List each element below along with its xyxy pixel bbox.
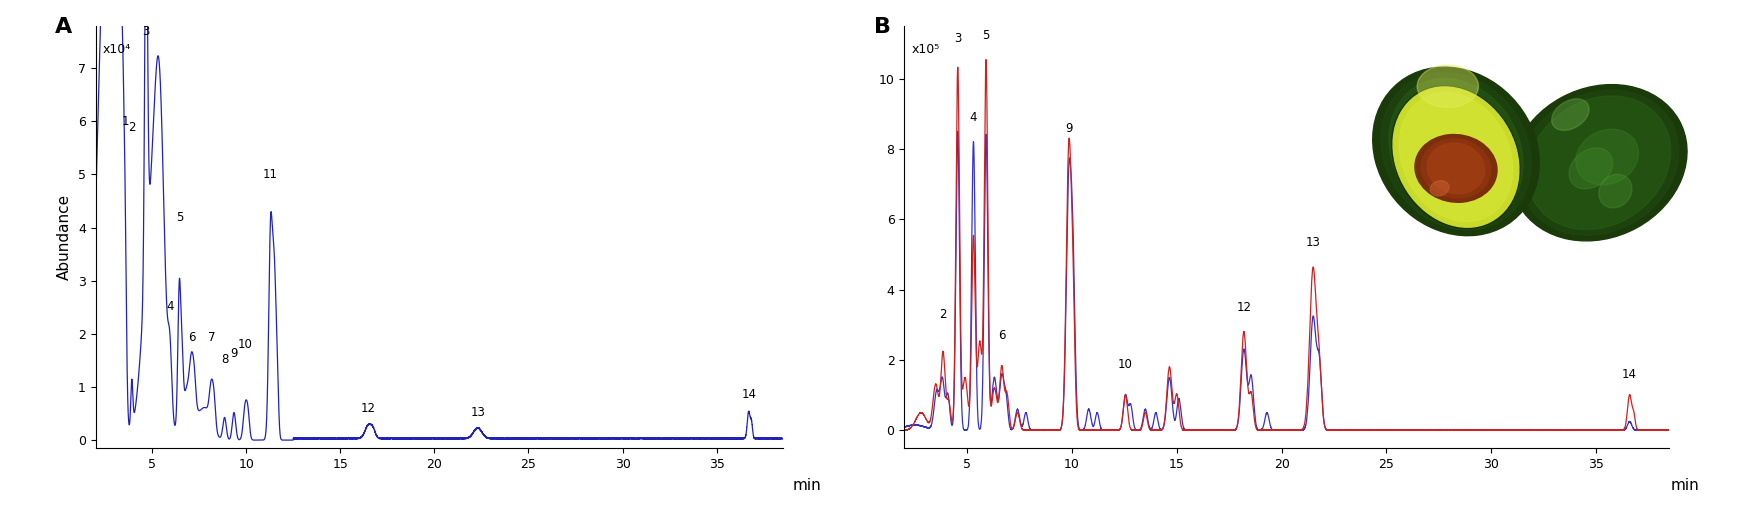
Text: 3: 3 bbox=[955, 32, 962, 45]
Text: 14: 14 bbox=[1622, 368, 1636, 381]
Text: 4: 4 bbox=[970, 111, 977, 124]
Ellipse shape bbox=[1511, 84, 1687, 241]
Text: 13: 13 bbox=[470, 406, 485, 419]
Ellipse shape bbox=[1400, 93, 1513, 221]
X-axis label: min: min bbox=[793, 477, 821, 493]
Text: 14: 14 bbox=[741, 388, 756, 401]
Y-axis label: Abundance: Abundance bbox=[57, 194, 73, 280]
Ellipse shape bbox=[1416, 134, 1497, 202]
Text: 6: 6 bbox=[188, 332, 195, 345]
Text: x10⁴: x10⁴ bbox=[103, 43, 130, 56]
Ellipse shape bbox=[1429, 181, 1449, 196]
Text: 3: 3 bbox=[143, 25, 150, 38]
Text: 12: 12 bbox=[1236, 301, 1252, 314]
Text: 12: 12 bbox=[362, 402, 376, 415]
X-axis label: min: min bbox=[1671, 477, 1699, 493]
Text: 2: 2 bbox=[129, 121, 136, 133]
Text: 7: 7 bbox=[207, 332, 216, 345]
Text: A: A bbox=[54, 18, 71, 37]
Text: 1: 1 bbox=[122, 115, 129, 128]
Ellipse shape bbox=[1527, 96, 1671, 230]
Text: 9: 9 bbox=[230, 348, 238, 360]
Ellipse shape bbox=[1389, 78, 1523, 225]
Ellipse shape bbox=[1381, 73, 1530, 230]
Ellipse shape bbox=[1598, 174, 1631, 208]
Text: B: B bbox=[873, 18, 890, 37]
Text: 6: 6 bbox=[998, 330, 1005, 342]
Ellipse shape bbox=[1520, 90, 1678, 235]
Ellipse shape bbox=[1551, 99, 1589, 130]
Ellipse shape bbox=[1569, 148, 1612, 189]
Text: 2: 2 bbox=[939, 308, 946, 321]
Ellipse shape bbox=[1417, 65, 1478, 108]
Text: 10: 10 bbox=[238, 338, 252, 351]
Text: 9: 9 bbox=[1064, 122, 1073, 135]
Text: 10: 10 bbox=[1118, 357, 1132, 371]
Ellipse shape bbox=[1576, 129, 1638, 185]
Text: 5: 5 bbox=[983, 29, 989, 42]
Ellipse shape bbox=[1428, 143, 1485, 194]
Text: 13: 13 bbox=[1306, 236, 1320, 249]
Text: 8: 8 bbox=[221, 353, 228, 366]
Text: 5: 5 bbox=[176, 211, 183, 224]
Text: 11: 11 bbox=[263, 168, 278, 181]
Ellipse shape bbox=[1421, 139, 1490, 198]
Text: x10⁵: x10⁵ bbox=[911, 43, 941, 56]
Ellipse shape bbox=[1372, 67, 1539, 236]
Ellipse shape bbox=[1393, 87, 1518, 227]
Text: 4: 4 bbox=[167, 300, 174, 313]
